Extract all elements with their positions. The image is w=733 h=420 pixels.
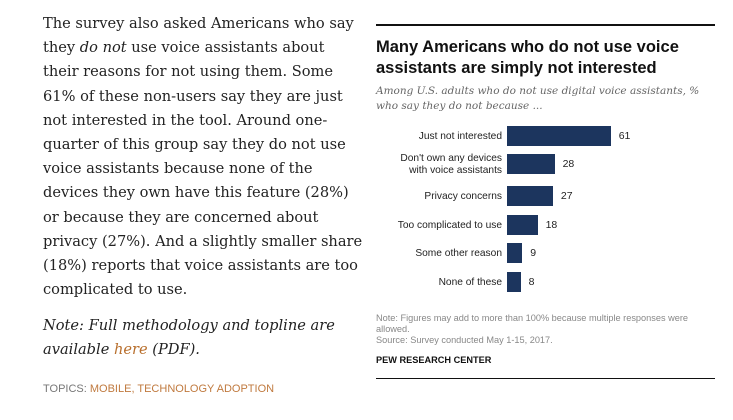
bar-row: Privacy concerns 27: [376, 186, 715, 208]
category-label: Too complicated to use: [397, 220, 502, 231]
topics: TOPICS: MOBILE, TECHNOLOGY ADOPTION: [43, 383, 274, 395]
category-label: Just not interested: [418, 131, 502, 142]
bar-row: Don't own any devices with voice assistan…: [376, 153, 715, 176]
text: The survey also asked Americans who say …: [43, 15, 354, 57]
bar-row: Too complicated to use 18: [376, 215, 715, 237]
category-label: Privacy concerns: [424, 191, 502, 202]
category-label: Some other reason: [415, 248, 502, 259]
top-rule: [376, 24, 715, 26]
value-label: 9: [530, 247, 537, 259]
value-label: 8: [528, 276, 535, 288]
emphasis: do not: [79, 39, 127, 57]
source-org: PEW RESEARCH CENTER: [376, 355, 492, 365]
pdf-link[interactable]: here: [113, 341, 148, 359]
bar: [507, 186, 553, 206]
article-paragraph: The survey also asked Americans who say …: [43, 12, 363, 302]
note-text-end: (PDF).: [147, 341, 200, 359]
bar: [507, 154, 555, 174]
value-label: 61: [618, 130, 631, 142]
topics-label: TOPICS:: [43, 383, 90, 395]
chart: Many Americans who do not use voice assi…: [376, 24, 715, 379]
topic-link-mobile[interactable]: MOBILE: [89, 383, 132, 395]
topic-link-technology-adoption[interactable]: TECHNOLOGY ADOPTION: [137, 383, 275, 395]
bottom-rule: [376, 378, 715, 379]
bar-row: Just not interested 61: [376, 126, 715, 148]
footnote-note: Note: Figures may add to more than 100% …: [376, 313, 689, 334]
bar: [507, 272, 521, 292]
category-label: Don't own any devices with voice assistan…: [400, 153, 502, 176]
text: use voice assistants about their reasons…: [43, 39, 363, 299]
methodology-note: Note: Full methodology and topline are a…: [43, 314, 363, 362]
chart-subtitle: Among U.S. adults who do not use digital…: [376, 85, 700, 112]
bar: [507, 215, 538, 235]
footnote-source: Source: Survey conducted May 1-15, 2017.: [376, 335, 553, 345]
value-label: 27: [560, 190, 573, 202]
chart-title: Many Americans who do not use voice assi…: [376, 38, 679, 77]
value-label: 18: [545, 219, 558, 231]
bar: [507, 243, 523, 263]
topic-separator: ,: [131, 383, 138, 395]
chart-footnote: Note: Figures may add to more than 100% …: [376, 313, 715, 346]
value-label: 28: [562, 158, 575, 170]
bar: [507, 126, 611, 146]
note-text: Note: Full methodology and topline are a…: [43, 317, 335, 359]
bar-area: Just not interested 61 Don't own any devic…: [376, 126, 715, 301]
bar-row: Some other reason 9: [376, 243, 715, 265]
category-label: None of these: [438, 277, 502, 288]
bar-row: None of these 8: [376, 272, 715, 294]
